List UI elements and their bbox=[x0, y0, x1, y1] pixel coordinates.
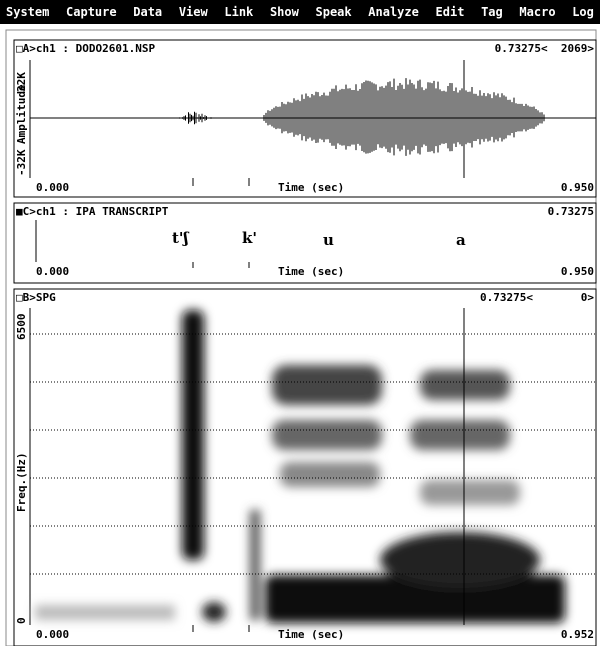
cursor-readout: 0.73275< bbox=[480, 292, 533, 304]
y-label: -32K bbox=[16, 150, 28, 177]
y-label: Amplitude bbox=[16, 84, 28, 144]
menu-item[interactable]: Link bbox=[224, 5, 253, 19]
menu-item[interactable]: Tag bbox=[481, 5, 503, 19]
cursor-value: 0> bbox=[581, 292, 594, 304]
menu-item[interactable]: Macro bbox=[519, 5, 555, 19]
x-start: 0.000 bbox=[36, 266, 69, 278]
x-label: Time (sec) bbox=[278, 182, 344, 194]
panel-header: ■C>ch1 : IPA TRANSCRIPT bbox=[16, 206, 168, 218]
cursor-readout: 0.73275 bbox=[548, 206, 594, 218]
menu-item[interactable]: Speak bbox=[316, 5, 352, 19]
menu-item[interactable]: View bbox=[179, 5, 208, 19]
x-start: 0.000 bbox=[36, 182, 69, 194]
menu-item[interactable]: Analyze bbox=[368, 5, 419, 19]
panel-header: □B>SPG bbox=[16, 292, 56, 304]
transcript-symbol: a bbox=[456, 234, 466, 246]
menu-item[interactable]: Show bbox=[270, 5, 299, 19]
cursor-readout: 0.73275< 2069> bbox=[495, 43, 594, 55]
x-label: Time (sec) bbox=[278, 629, 344, 641]
transcript-symbol: u bbox=[323, 234, 334, 246]
y-label: 6500 bbox=[16, 314, 28, 341]
menu-bar: System Capture Data View Link Show Speak Analyz… bbox=[0, 0, 600, 24]
spectrogram bbox=[35, 310, 565, 623]
y-label: 0 bbox=[16, 617, 28, 624]
x-end: 0.950 bbox=[561, 266, 594, 278]
transcript-symbol: t'ʃ bbox=[172, 232, 189, 244]
menu-item[interactable]: Capture bbox=[66, 5, 117, 19]
y-label: Freq.(Hz) bbox=[16, 452, 28, 512]
x-end: 0.950 bbox=[561, 182, 594, 194]
menu-item[interactable]: Data bbox=[133, 5, 162, 19]
waveform bbox=[178, 78, 558, 156]
panel-header: □A>ch1 : DODO2601.NSP bbox=[16, 43, 155, 55]
transcript-symbol: k' bbox=[242, 232, 257, 244]
waveform-trace bbox=[178, 78, 558, 156]
x-end: 0.952 bbox=[561, 629, 594, 641]
x-start: 0.000 bbox=[36, 629, 69, 641]
app-window: System Capture Data View Link Show Speak Analyz… bbox=[0, 0, 600, 646]
menu-item[interactable]: System bbox=[6, 5, 49, 19]
menu-item[interactable]: Log bbox=[572, 5, 594, 19]
x-label: Time (sec) bbox=[278, 266, 344, 278]
graphics bbox=[0, 0, 600, 646]
menu-item[interactable]: Edit bbox=[436, 5, 465, 19]
